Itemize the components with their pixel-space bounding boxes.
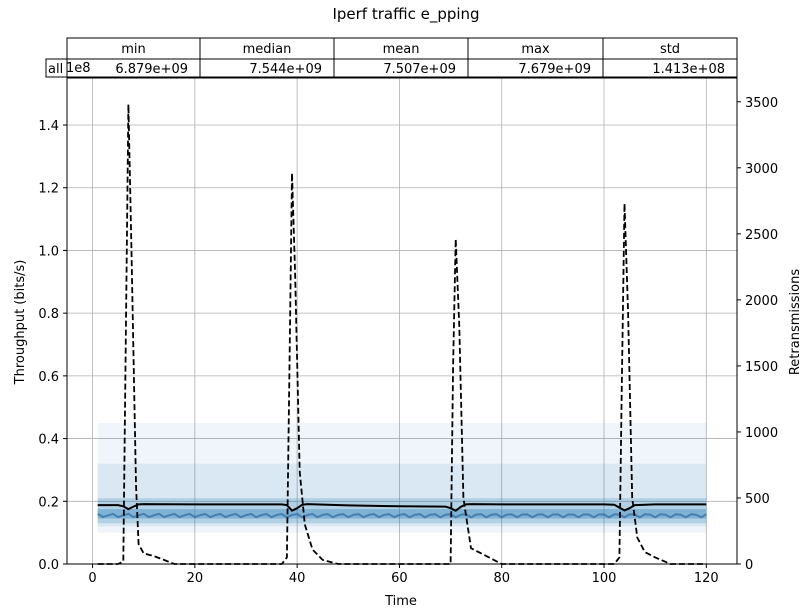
y2-ticks: 0 500 1000 1500 2000 2500 3000 3500 [737, 96, 778, 573]
throughput-median-line [97, 503, 707, 512]
table-column-header: std [660, 42, 680, 57]
y2-tick-label: 3000 [745, 162, 778, 177]
y-offset-label: 1e8 [66, 61, 91, 76]
y2-tick-label: 1000 [745, 426, 778, 441]
y-tick-label: 0.2 [38, 495, 59, 510]
table-data-row [45, 58, 738, 78]
y-tick-label: 1.2 [38, 182, 59, 197]
table-column-header: median [243, 42, 292, 57]
table-cell-value: 7.544e+09 [249, 62, 322, 77]
y2-tick-label: 2500 [745, 228, 778, 243]
axes-frame [66, 77, 738, 565]
y2-tick-label: 1500 [745, 360, 778, 375]
throughput-band-trace [97, 512, 707, 519]
y2-axis-label: Retransmissions [788, 269, 803, 375]
table-cell-value: 6.879e+09 [115, 62, 188, 77]
y2-tick-label: 500 [745, 492, 770, 507]
grid [67, 78, 737, 565]
y2-tick-label: 0 [745, 558, 753, 573]
x-tick-label: 20 [187, 571, 204, 586]
y-tick-label: 0.8 [38, 307, 59, 322]
y-axis-label: Throughput (bits/s) [13, 260, 28, 386]
x-tick-label: 40 [289, 571, 306, 586]
series-lines [97, 104, 707, 565]
throughput-band-inner [97, 498, 707, 524]
table-column-header: max [521, 42, 550, 57]
y-tick-label: 1.0 [38, 244, 59, 259]
table-cell-value: 1.413e+08 [652, 62, 725, 77]
table-column-header: min [121, 42, 146, 57]
x-tick-label: 80 [493, 571, 510, 586]
table-cell-value: 7.507e+09 [383, 62, 456, 77]
y-tick-label: 1.4 [38, 119, 59, 134]
y-tick-label: 0.4 [38, 433, 59, 448]
stats-table: min median mean max std all 6.879e+09 7.544e+09… [45, 37, 738, 78]
table-cell-value: 7.679e+09 [518, 62, 591, 77]
plot-frame [66, 77, 738, 565]
chart-title: Iperf traffic e_pping [332, 5, 479, 24]
retransmissions-line [97, 104, 707, 565]
x-tick-label: 120 [694, 571, 719, 586]
y-tick-label: 0.6 [38, 370, 59, 385]
table-row-label: all [48, 62, 63, 77]
throughput-band [97, 422, 707, 533]
y2-tick-label: 2000 [745, 294, 778, 309]
x-tick-label: 60 [391, 571, 408, 586]
table-column-header: mean [383, 42, 420, 57]
y-ticks: 0.0 0.2 0.4 0.6 0.8 1.0 1.2 1.4 [38, 119, 67, 573]
y-tick-label: 0.0 [38, 558, 59, 573]
x-ticks: 0 20 40 60 80 100 120 [88, 564, 719, 586]
x-axis-label: Time [384, 594, 417, 609]
y2-tick-label: 3500 [745, 96, 778, 111]
x-tick-label: 100 [592, 571, 617, 586]
x-tick-label: 0 [88, 571, 96, 586]
